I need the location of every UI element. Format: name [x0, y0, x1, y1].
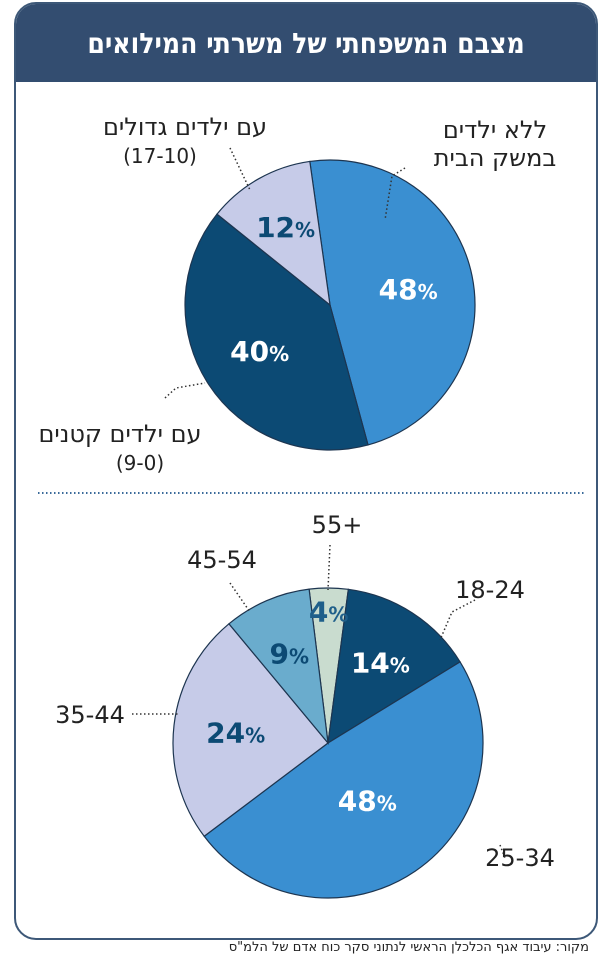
- pie-slice: [203, 661, 484, 899]
- pie-slice: [327, 588, 461, 745]
- label-18-24: 18-24: [455, 576, 525, 604]
- label-young-children-line1: עם ילדים קטנים: [38, 420, 201, 448]
- pie-slice: [184, 213, 369, 451]
- pie-slice: [309, 159, 476, 446]
- label-55-plus: 55+: [312, 511, 363, 539]
- slice-percent-label: 48%: [338, 785, 397, 818]
- label-45-54: 45-54: [187, 546, 257, 574]
- label-no-children-line1: ללא ילדים: [443, 116, 547, 144]
- label-25-34: 25-34: [485, 844, 555, 872]
- label-no-children-line2: במשק הבית: [434, 144, 557, 172]
- slice-percent-label: 24%: [206, 716, 265, 749]
- slice-percent-label: 48%: [379, 273, 438, 306]
- pie-slice: [172, 622, 329, 838]
- slice-percent-label: 14%: [351, 646, 410, 679]
- leader-lines: [132, 147, 506, 859]
- slice-percent-label: 40%: [230, 335, 289, 368]
- pie-family-status: 48% 40% 12%: [184, 159, 476, 451]
- page-title: מצבם המשפחתי של משרתי המילואים: [87, 26, 525, 60]
- pie-slice: [228, 588, 329, 745]
- pie-slice: [216, 160, 331, 307]
- slice-percent-label: 12%: [256, 211, 315, 244]
- header: מצבם המשפחתי של משרתי המילואים: [16, 4, 596, 82]
- label-older-children-line2: (17-10): [123, 144, 197, 168]
- source-note: מקור: עיבוד אגף הכלכלן הראשי לנתוני סקר …: [228, 940, 589, 955]
- label-older-children-line1: עם ילדים גדולים: [103, 113, 267, 141]
- label-35-44: 35-44: [55, 701, 125, 729]
- pie-age-groups: 4%14% 48% 24% 9%: [172, 587, 484, 899]
- slice-percent-label: 9%: [270, 637, 310, 670]
- label-young-children-line2: (9-0): [116, 451, 164, 475]
- slice-percent-label: 4%: [309, 595, 349, 628]
